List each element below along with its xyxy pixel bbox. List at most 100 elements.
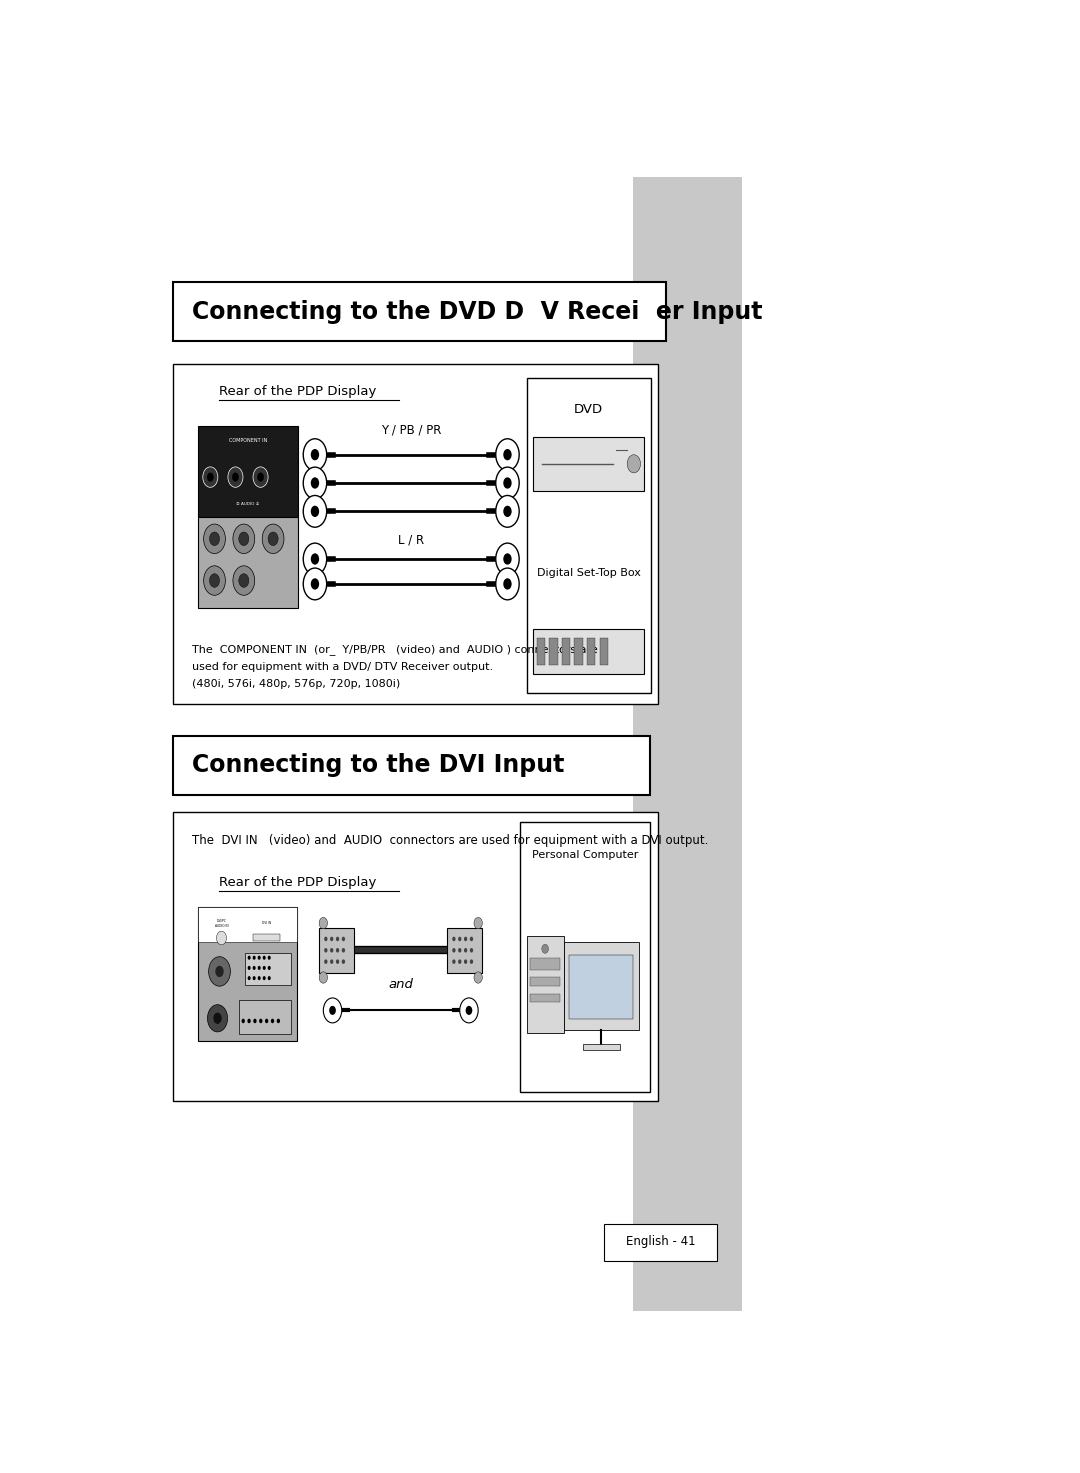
- Circle shape: [276, 1019, 280, 1024]
- Circle shape: [268, 977, 271, 980]
- Bar: [562, 638, 570, 664]
- Bar: [588, 638, 595, 664]
- Circle shape: [265, 1019, 268, 1024]
- Circle shape: [204, 524, 226, 554]
- Circle shape: [258, 977, 260, 980]
- Circle shape: [303, 495, 326, 527]
- Circle shape: [453, 937, 456, 941]
- Circle shape: [320, 918, 327, 929]
- Text: DVI IN: DVI IN: [262, 921, 271, 925]
- Circle shape: [303, 544, 326, 574]
- Text: (480i, 576i, 480p, 576p, 720p, 1080i): (480i, 576i, 480p, 576p, 720p, 1080i): [192, 679, 401, 689]
- Text: used for equipment with a DVD/ DTV Receiver output.: used for equipment with a DVD/ DTV Recei…: [192, 661, 494, 672]
- Circle shape: [233, 524, 255, 554]
- Bar: [550, 638, 557, 664]
- Bar: [521, 822, 650, 1091]
- Circle shape: [311, 505, 320, 517]
- Text: ① AUDIO ②: ① AUDIO ②: [237, 502, 259, 507]
- Bar: [534, 629, 644, 675]
- Circle shape: [496, 544, 519, 574]
- Circle shape: [341, 937, 346, 941]
- Circle shape: [324, 937, 327, 941]
- Circle shape: [262, 977, 266, 980]
- Circle shape: [474, 972, 483, 982]
- Circle shape: [311, 449, 320, 460]
- Bar: [173, 812, 658, 1102]
- Circle shape: [253, 956, 256, 960]
- Bar: [198, 907, 297, 943]
- Circle shape: [458, 949, 461, 953]
- Circle shape: [311, 554, 320, 564]
- Bar: [527, 377, 650, 692]
- Circle shape: [207, 473, 214, 482]
- Circle shape: [341, 949, 346, 953]
- Circle shape: [239, 574, 248, 588]
- Circle shape: [257, 473, 264, 482]
- Bar: [530, 994, 561, 1002]
- Circle shape: [329, 1006, 336, 1015]
- Circle shape: [247, 977, 251, 980]
- Text: The  DVI IN   (video) and  AUDIO  connectors are used for equipment with a DVI o: The DVI IN (video) and AUDIO connectors …: [192, 834, 708, 847]
- Bar: [599, 638, 608, 664]
- Circle shape: [464, 959, 468, 963]
- Circle shape: [341, 959, 346, 963]
- Circle shape: [627, 455, 640, 473]
- Circle shape: [262, 966, 266, 969]
- Circle shape: [503, 449, 512, 460]
- Circle shape: [503, 579, 512, 589]
- Circle shape: [259, 1019, 262, 1024]
- Circle shape: [496, 439, 519, 470]
- Circle shape: [253, 977, 256, 980]
- Bar: [198, 907, 297, 1041]
- Text: Rear of the PDP Display: Rear of the PDP Display: [218, 384, 376, 398]
- Circle shape: [496, 569, 519, 600]
- Circle shape: [453, 949, 456, 953]
- Circle shape: [465, 1006, 472, 1015]
- Circle shape: [303, 467, 326, 499]
- Circle shape: [330, 949, 334, 953]
- Circle shape: [239, 532, 248, 545]
- Bar: [253, 934, 280, 941]
- Bar: [527, 937, 564, 1033]
- Circle shape: [323, 997, 341, 1022]
- Bar: [530, 959, 561, 971]
- Circle shape: [242, 1019, 245, 1024]
- Text: English - 41: English - 41: [625, 1236, 696, 1248]
- Circle shape: [474, 918, 483, 929]
- Circle shape: [210, 532, 219, 545]
- Circle shape: [216, 931, 227, 944]
- Circle shape: [330, 959, 334, 963]
- Circle shape: [262, 956, 266, 960]
- Text: Digital Set-Top Box: Digital Set-Top Box: [537, 569, 640, 577]
- Circle shape: [214, 1012, 221, 1024]
- Text: Personal Computer: Personal Computer: [531, 850, 638, 860]
- Bar: [583, 1043, 620, 1050]
- Circle shape: [303, 439, 326, 470]
- Circle shape: [208, 956, 230, 987]
- Circle shape: [258, 956, 260, 960]
- Circle shape: [253, 966, 256, 969]
- Bar: [240, 1000, 291, 1034]
- Bar: [198, 517, 298, 608]
- Circle shape: [303, 569, 326, 600]
- Circle shape: [204, 566, 226, 595]
- Circle shape: [470, 949, 473, 953]
- Circle shape: [311, 579, 320, 589]
- Bar: [569, 955, 633, 1019]
- Circle shape: [460, 997, 478, 1022]
- Circle shape: [464, 949, 468, 953]
- Bar: [447, 928, 483, 974]
- Bar: [575, 638, 583, 664]
- Text: DVD: DVD: [575, 402, 604, 415]
- Circle shape: [336, 937, 339, 941]
- Circle shape: [207, 1005, 228, 1033]
- Circle shape: [503, 477, 512, 489]
- Bar: [633, 177, 742, 1311]
- Circle shape: [470, 937, 473, 941]
- Text: L / R: L / R: [399, 533, 424, 546]
- Circle shape: [262, 524, 284, 554]
- Circle shape: [271, 1019, 274, 1024]
- Text: COMPONENT IN: COMPONENT IN: [229, 439, 267, 443]
- Circle shape: [210, 574, 219, 588]
- Text: Connecting to the DVI Input: Connecting to the DVI Input: [192, 753, 564, 778]
